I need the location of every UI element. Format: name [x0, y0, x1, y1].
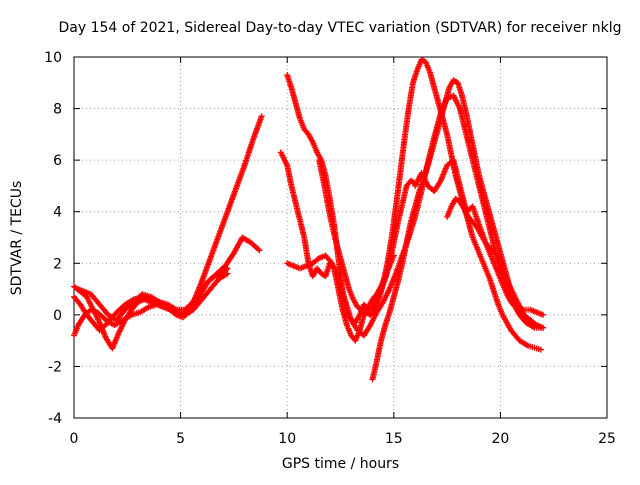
x-tick-label: 5	[176, 431, 185, 447]
y-tick-label: 0	[53, 308, 62, 324]
tick-labels: 0 5 10 15 20 25 -4 -2 0 2 4 6 8 10	[44, 50, 616, 447]
x-tick-label: 10	[278, 431, 296, 447]
x-tick-label: 0	[70, 431, 79, 447]
data-point	[540, 311, 547, 318]
data-point	[537, 346, 544, 353]
y-tick-label: 8	[53, 102, 62, 118]
grid	[74, 57, 607, 418]
data-point	[533, 322, 540, 329]
data-point	[540, 324, 547, 331]
x-axis-label: GPS time / hours	[281, 456, 400, 472]
x-tick-label: 15	[385, 431, 403, 447]
data-point	[256, 247, 263, 254]
chart-title: Day 154 of 2021, Sidereal Day-to-day VTE…	[58, 20, 622, 36]
y-tick-label: -4	[48, 411, 62, 427]
data-point	[258, 113, 265, 120]
data-points	[71, 56, 547, 383]
data-point	[224, 265, 231, 272]
axes	[73, 56, 608, 419]
y-tick-label: -2	[48, 359, 62, 375]
x-tick-label: 20	[491, 431, 509, 447]
y-axis-label: SDTVAR / TECUs	[9, 180, 25, 296]
data-point	[224, 270, 231, 277]
data-point	[370, 307, 377, 314]
y-tick-label: 4	[53, 205, 62, 221]
plot-frame	[73, 56, 608, 419]
y-tick-label: 10	[44, 50, 62, 66]
data-point	[255, 246, 262, 253]
y-tick-label: 2	[53, 256, 62, 272]
x-tick-label: 25	[598, 431, 616, 447]
y-tick-label: 6	[53, 153, 62, 169]
